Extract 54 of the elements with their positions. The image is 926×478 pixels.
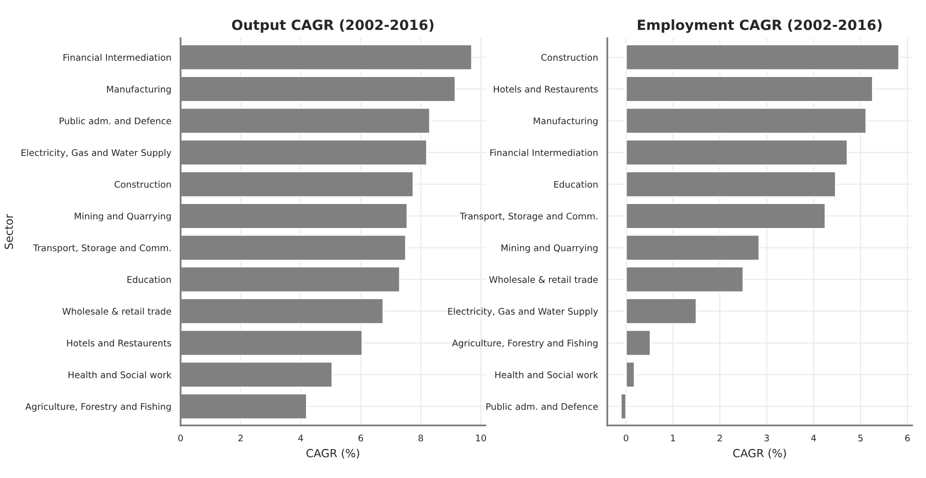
bar [625, 361, 636, 388]
y-tick-label: Financial Intermediation [64, 54, 171, 61]
y-tick-label: Education [127, 276, 171, 283]
y-tick-label: Financial Intermediation [490, 149, 598, 156]
bar [625, 44, 900, 71]
y-tick-label: Transport, Storage and Comm. [33, 244, 171, 254]
bar [620, 392, 627, 420]
bar [625, 330, 652, 356]
bar [625, 234, 760, 262]
bar [625, 202, 826, 230]
x-axis-title: CAGR (%) [733, 448, 786, 459]
y-tick-label: Health and Social work [68, 371, 172, 378]
y-tick-label: Health and Social work [495, 371, 598, 378]
bar [625, 76, 874, 102]
y-tick-label: Public adm. and Defence [60, 117, 172, 124]
chart-title: Output CAGR (2002-2016) [232, 19, 434, 33]
y-tick-label: Wholesale & retail trade [62, 308, 172, 315]
x-tick-label: 5 [858, 434, 863, 442]
y-tick-label: Construction [541, 54, 598, 61]
x-tick-label: 0 [178, 434, 183, 442]
x-tick-label: 4 [811, 434, 816, 442]
x-tick-label: 2 [718, 434, 722, 442]
y-tick-label: Construction [114, 180, 171, 188]
x-tick-label: 6 [358, 434, 364, 442]
chart-title: Employment CAGR (2002-2016) [638, 19, 882, 33]
y-tick-label: Electricity, Gas and Water Supply [22, 149, 172, 158]
y-tick-label: Manufacturing [534, 117, 598, 126]
y-tick-label: Public adm. and Defence [486, 402, 598, 410]
x-tick-label: 8 [418, 434, 424, 442]
bar [625, 139, 848, 166]
y-tick-label: Agriculture, Forestry and Fishing [452, 339, 598, 348]
y-tick-label: Wholesale & retail trade [489, 276, 598, 283]
x-tick-label: 1 [671, 434, 675, 442]
x-tick-label: 6 [905, 434, 910, 442]
y-tick-label: Agriculture, Forestry and Fishing [25, 402, 171, 412]
x-tick-label: 2 [238, 434, 243, 442]
x-tick-label: 3 [764, 434, 769, 442]
y-tick-label: Education [554, 180, 598, 188]
x-tick-label: 4 [298, 434, 304, 442]
bar [625, 266, 744, 293]
y-tick-label: Hotels and Restaurents [67, 339, 172, 346]
bar [625, 170, 836, 198]
y-axis-title: Sector [4, 214, 13, 249]
bar [625, 107, 867, 134]
bar [625, 298, 698, 325]
y-tick-label: Transport, Storage and Comm. [460, 212, 598, 222]
x-tick-label: 10 [476, 434, 486, 442]
y-tick-label: Mining and Quarrying [502, 244, 598, 254]
y-tick-label: Mining and Quarrying [74, 212, 171, 222]
y-tick-label: Manufacturing [107, 86, 171, 94]
x-tick-label: 0 [624, 434, 628, 442]
y-tick-label: Hotels and Restaurents [494, 86, 598, 93]
x-axis-title: CAGR (%) [306, 448, 360, 459]
y-tick-label: Electricity, Gas and Water Supply [448, 308, 598, 316]
